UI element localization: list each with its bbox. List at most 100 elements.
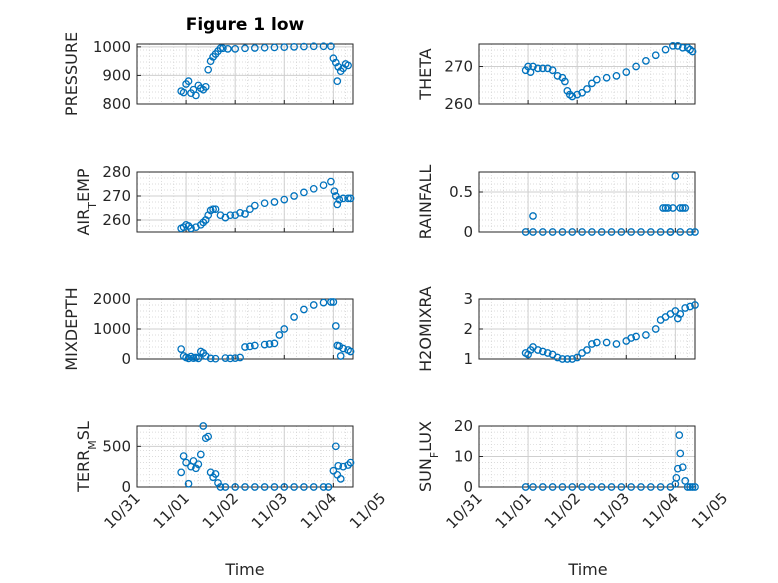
data-point bbox=[656, 228, 665, 236]
y-axis-label-sub: T bbox=[86, 202, 99, 210]
data-point bbox=[290, 192, 298, 200]
y-axis-label-main: PRESSURE bbox=[62, 32, 81, 116]
x-tick-label: 11/05 bbox=[688, 489, 731, 532]
data-point bbox=[675, 431, 684, 439]
y-axis-label: TERRMSL bbox=[74, 421, 99, 493]
y-axis-label: THETA bbox=[416, 48, 435, 100]
data-point bbox=[184, 77, 193, 85]
data-point bbox=[588, 340, 596, 348]
y-axis-label-sub: M bbox=[86, 440, 99, 450]
data-point bbox=[226, 211, 235, 220]
data-point bbox=[521, 228, 530, 236]
data-point bbox=[592, 75, 601, 84]
data-point bbox=[275, 331, 284, 339]
x-tick-label: 11/04 bbox=[297, 489, 340, 532]
data-point bbox=[691, 228, 699, 236]
data-point bbox=[617, 228, 626, 236]
data-point bbox=[241, 210, 249, 218]
data-point bbox=[196, 220, 205, 229]
y-axis-label-rest: SL bbox=[74, 421, 93, 440]
data-point bbox=[250, 201, 259, 210]
data-point bbox=[346, 458, 355, 467]
data-point bbox=[578, 228, 586, 236]
data-point bbox=[300, 42, 308, 51]
data-point bbox=[688, 47, 697, 56]
data-point bbox=[309, 184, 318, 193]
data-point bbox=[209, 205, 217, 214]
axes-box bbox=[136, 298, 354, 360]
data-point bbox=[270, 43, 279, 52]
data-point bbox=[250, 483, 259, 491]
axes-box bbox=[136, 425, 354, 488]
data-point bbox=[179, 88, 188, 97]
data-point bbox=[543, 64, 552, 73]
data-point bbox=[678, 43, 687, 52]
y-axis-label: AIRTEMP bbox=[74, 168, 99, 235]
y-axis-label: H2OMIXRA bbox=[416, 286, 435, 372]
data-point bbox=[676, 310, 685, 318]
data-point bbox=[214, 479, 222, 487]
y-tick-label: 2000 bbox=[93, 290, 131, 308]
y-axis-label-main: TERR bbox=[74, 450, 93, 493]
data-point bbox=[607, 228, 616, 236]
y-tick-label: 0 bbox=[463, 223, 473, 241]
data-point bbox=[260, 43, 269, 52]
y-axis-label-main: AIR bbox=[74, 209, 93, 236]
data-point bbox=[201, 83, 210, 91]
data-point bbox=[669, 42, 677, 50]
data-point bbox=[231, 354, 240, 362]
y-tick-label: 1 bbox=[463, 350, 473, 368]
y-tick-label: 500 bbox=[102, 437, 131, 455]
data-point bbox=[578, 483, 586, 491]
data-point bbox=[637, 228, 645, 236]
data-point bbox=[534, 346, 542, 354]
y-tick-label: 2 bbox=[463, 320, 473, 338]
y-axis-label-main: THETA bbox=[416, 48, 435, 100]
data-point bbox=[632, 332, 640, 341]
data-point bbox=[686, 302, 694, 311]
axes-box bbox=[136, 43, 354, 105]
data-point bbox=[592, 338, 601, 347]
data-point bbox=[335, 342, 344, 350]
y-tick-label: 3 bbox=[463, 290, 473, 308]
data-point bbox=[333, 77, 342, 85]
y-tick-label: 0 bbox=[463, 478, 473, 496]
data-point bbox=[678, 204, 687, 212]
data-point bbox=[683, 483, 692, 491]
data-point bbox=[553, 353, 562, 362]
data-point bbox=[672, 473, 681, 482]
data-point bbox=[231, 483, 240, 491]
data-point bbox=[661, 45, 670, 54]
y-tick-label: 800 bbox=[102, 95, 131, 113]
data-point bbox=[309, 483, 318, 491]
data-point bbox=[583, 346, 591, 354]
data-point bbox=[529, 228, 537, 236]
y-tick-label: 10 bbox=[454, 448, 473, 466]
data-point bbox=[179, 223, 188, 232]
axes-box bbox=[136, 171, 354, 233]
data-point bbox=[553, 72, 562, 80]
data-point bbox=[216, 483, 225, 491]
data-point bbox=[548, 228, 557, 236]
data-point bbox=[223, 45, 232, 53]
data-point bbox=[646, 228, 655, 236]
data-point bbox=[309, 42, 318, 51]
data-point bbox=[676, 449, 685, 458]
data-point bbox=[568, 92, 577, 101]
data-point bbox=[659, 204, 667, 212]
data-point bbox=[686, 483, 694, 491]
data-point bbox=[219, 44, 227, 53]
data-point bbox=[236, 353, 244, 362]
data-point bbox=[211, 205, 220, 214]
subplot-6: 1 2 3 H2OMIXRA bbox=[416, 286, 699, 372]
data-point bbox=[300, 188, 308, 197]
data-point bbox=[568, 228, 577, 236]
data-point bbox=[182, 458, 190, 467]
data-point bbox=[204, 432, 213, 441]
x-tick-label: 11/03 bbox=[590, 489, 633, 532]
x-tick-label: 11/01 bbox=[492, 489, 535, 532]
data-point bbox=[607, 483, 616, 491]
